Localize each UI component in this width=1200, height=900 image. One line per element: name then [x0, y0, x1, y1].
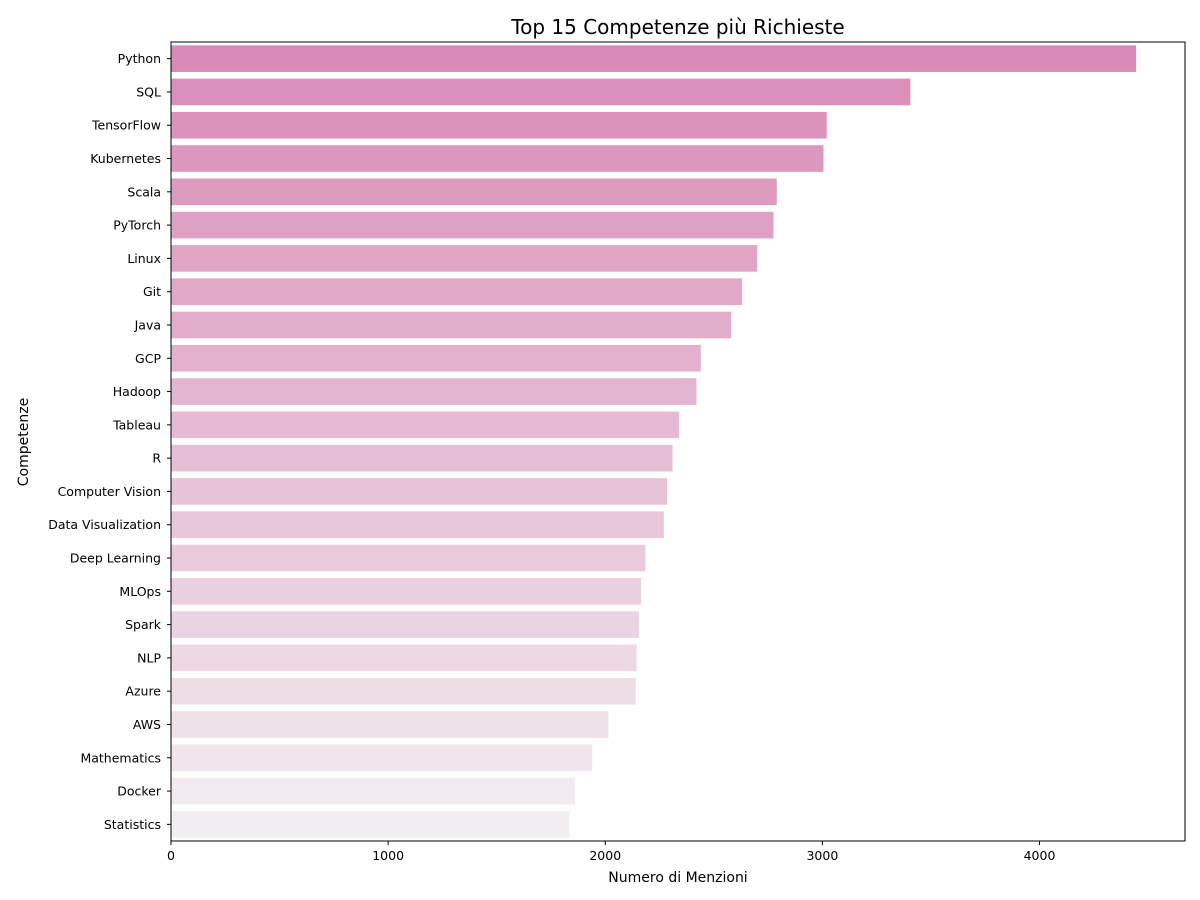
- bar-hadoop: [171, 378, 697, 405]
- y-tick-label: Deep Learning: [70, 551, 161, 566]
- bar-mathematics: [171, 744, 593, 772]
- x-tick-label: 1000: [372, 848, 404, 863]
- bar-python: [171, 45, 1137, 72]
- bar-docker: [171, 777, 575, 805]
- y-tick-label: MLOps: [119, 584, 161, 599]
- bar-computer-vision: [171, 478, 668, 505]
- bar-tensorflow: [171, 111, 827, 139]
- y-tick-label: Computer Vision: [58, 484, 161, 499]
- bar-linux: [171, 245, 758, 272]
- y-tick-label: Spark: [125, 617, 162, 632]
- y-tick-label: Data Visualization: [48, 517, 161, 532]
- y-tick-label: R: [152, 451, 161, 466]
- y-tick-label: Linux: [127, 251, 161, 266]
- y-tick-label: PyTorch: [113, 218, 161, 233]
- bar-gcp: [171, 344, 701, 372]
- chart-title: Top 15 Competenze più Richieste: [510, 15, 844, 39]
- x-tick-label: 2000: [589, 848, 621, 863]
- bar-statistics: [171, 811, 570, 838]
- plot-frame: [170, 41, 1186, 842]
- bar-aws: [171, 711, 609, 738]
- x-tick-label: 3000: [806, 848, 838, 863]
- bar-kubernetes: [171, 145, 824, 172]
- bar-tableau: [171, 411, 680, 439]
- y-axis-ticks: Python SQL TensorFlow Kubernetes Scala PyTorc…: [48, 51, 171, 832]
- y-tick-label: Kubernetes: [90, 151, 161, 166]
- bar-git: [171, 278, 743, 306]
- y-tick-label: Mathematics: [80, 750, 161, 765]
- y-tick-label: Azure: [125, 684, 161, 699]
- y-tick-label: Java: [134, 317, 161, 332]
- y-tick-label: AWS: [133, 717, 161, 732]
- x-axis-ticks: 0 1000 2000 3000 4000: [167, 841, 1055, 863]
- bar-spark: [171, 611, 639, 638]
- x-axis-label: Numero di Menzioni: [608, 870, 747, 886]
- x-tick-label: 4000: [1024, 848, 1056, 863]
- y-tick-label: Docker: [117, 784, 162, 799]
- y-tick-label: Git: [143, 284, 161, 299]
- y-tick-label: Python: [118, 51, 161, 66]
- y-tick-label: NLP: [137, 650, 161, 665]
- bar-azure: [171, 677, 636, 705]
- bar-scala: [171, 178, 777, 206]
- bars-layer: [171, 45, 1137, 838]
- bar-nlp: [171, 644, 637, 672]
- bar-sql: [171, 78, 911, 106]
- bar-r: [171, 444, 673, 472]
- y-axis-label: Competenze: [16, 398, 32, 486]
- x-tick-label: 0: [167, 848, 175, 863]
- y-tick-label: Tableau: [112, 417, 161, 432]
- bar-java: [171, 311, 732, 339]
- y-tick-label: TensorFlow: [91, 118, 161, 133]
- bar-mlops: [171, 577, 642, 605]
- y-tick-label: Hadoop: [113, 384, 161, 399]
- y-tick-label: SQL: [136, 84, 161, 99]
- y-tick-label: GCP: [135, 351, 161, 366]
- bar-pytorch: [171, 211, 774, 239]
- bar-data-visualization: [171, 511, 664, 539]
- bar-deep-learning: [171, 544, 646, 572]
- y-tick-label: Scala: [127, 184, 161, 199]
- y-tick-label: Statistics: [104, 817, 161, 832]
